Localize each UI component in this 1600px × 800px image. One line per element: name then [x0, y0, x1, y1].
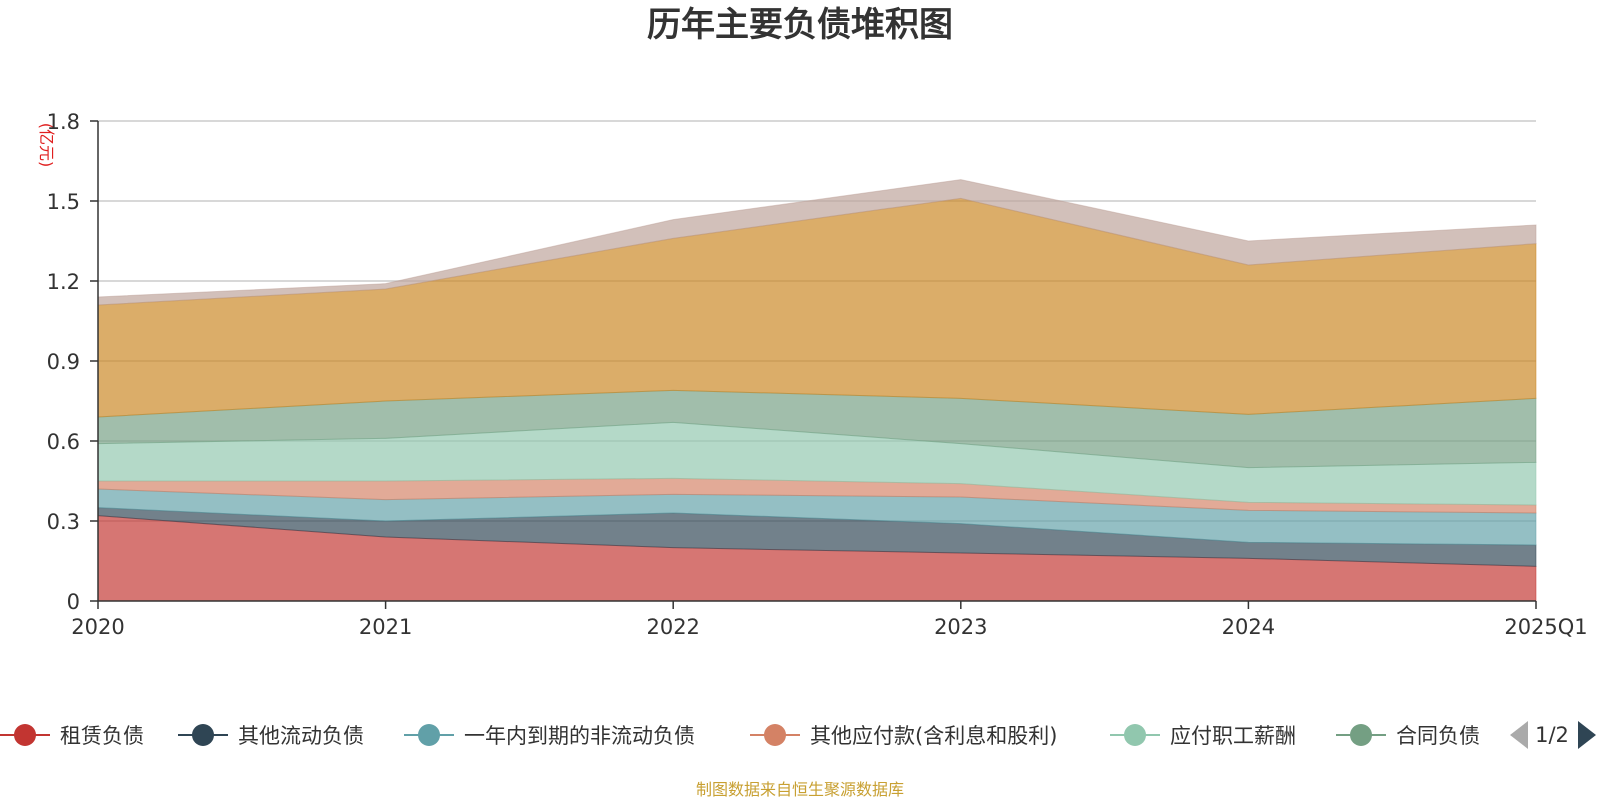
x-tick-label-2020: 2020 [71, 615, 124, 639]
legend-prev-page-icon[interactable] [1510, 721, 1528, 749]
x-tick-label-2024: 2024 [1222, 615, 1275, 639]
legend-circle-icon [192, 724, 214, 746]
legend-circle-icon [14, 724, 36, 746]
data-source-note: 制图数据来自恒生聚源数据库 [696, 780, 904, 799]
legend-label: 应付职工薪酬 [1170, 724, 1296, 748]
legend-item-1[interactable]: 其他流动负债 [178, 724, 364, 748]
legend-pager[interactable]: 1/2 [1510, 721, 1596, 749]
y-tick-label-0: 0 [67, 590, 80, 614]
series-areas [97, 179, 1537, 602]
y-tick-label-1.8: 1.8 [47, 110, 80, 134]
legend-circle-icon [764, 724, 786, 746]
chart-title: 历年主要负债堆积图 [647, 5, 953, 45]
y-tick-label-0.6: 0.6 [47, 430, 80, 454]
y-axis-unit-label: (亿元) [37, 123, 56, 168]
y-tick-label-1.5: 1.5 [47, 190, 80, 214]
legend-item-0[interactable]: 租赁负债 [0, 724, 144, 748]
x-tick-label-2025Q1: 2025Q1 [1504, 615, 1587, 639]
legend-page-indicator: 1/2 [1535, 723, 1569, 747]
legend[interactable]: 租赁负债 其他流动负债 一年内到期的非流动负债 其他应付款(含利息和股利) 应付职工薪酬… [0, 724, 1480, 748]
legend-item-2[interactable]: 一年内到期的非流动负债 [404, 724, 695, 748]
x-tick-label-2021: 2021 [359, 615, 412, 639]
y-tick-label-1.2: 1.2 [47, 270, 80, 294]
legend-label: 合同负债 [1396, 724, 1480, 748]
legend-circle-icon [1124, 724, 1146, 746]
legend-label: 其他应付款(含利息和股利) [810, 724, 1057, 748]
legend-circle-icon [1350, 724, 1372, 746]
axes [90, 120, 1537, 609]
x-tick-label-2023: 2023 [934, 615, 987, 639]
y-tick-label-0.3: 0.3 [47, 510, 80, 534]
area-series-7 [97, 179, 1537, 306]
legend-item-4[interactable]: 应付职工薪酬 [1110, 724, 1296, 748]
legend-circle-icon [418, 724, 440, 746]
legend-item-3[interactable]: 其他应付款(含利息和股利) [750, 724, 1057, 748]
x-axis-tick-labels: 2020 2021 2022 2023 2024 2025Q1 [71, 615, 1587, 639]
legend-next-page-icon[interactable] [1578, 721, 1596, 749]
legend-item-5[interactable]: 合同负债 [1336, 724, 1480, 748]
y-tick-label-0.9: 0.9 [47, 350, 80, 374]
y-axis-tick-labels: 0 0.3 0.6 0.9 1.2 1.5 1.8 [47, 110, 80, 614]
area-series-6 [97, 197, 1537, 418]
x-tick-label-2022: 2022 [646, 615, 699, 639]
legend-label: 其他流动负债 [238, 724, 364, 748]
legend-label: 租赁负债 [60, 724, 144, 748]
legend-label: 一年内到期的非流动负债 [464, 724, 695, 748]
